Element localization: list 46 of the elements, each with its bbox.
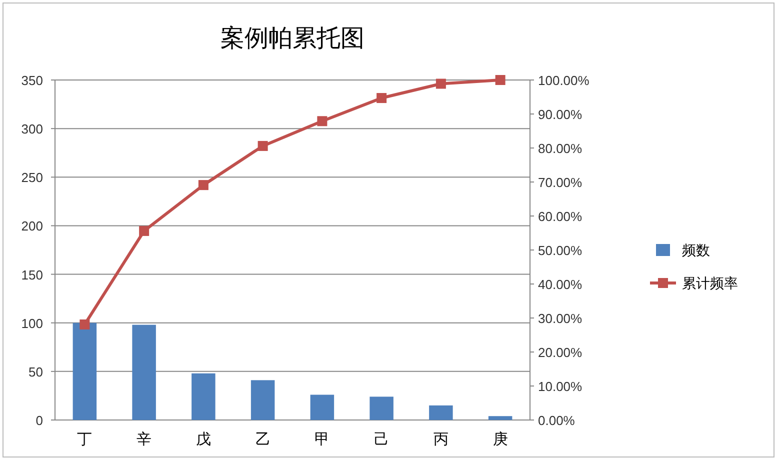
legend-label: 累计频率	[682, 275, 738, 291]
y-tick-label: 300	[21, 122, 43, 137]
x-tick-label: 甲	[314, 431, 330, 448]
x-tick-label: 乙	[255, 431, 270, 448]
x-tick-label: 辛	[136, 431, 152, 448]
point	[317, 116, 328, 126]
bar	[488, 416, 512, 420]
chart-title: 案例帕累托图	[220, 25, 364, 52]
point	[436, 78, 446, 89]
y2-tick-label: 0.00%	[538, 413, 576, 428]
y-tick-label: 150	[21, 267, 43, 282]
x-tick-label: 庚	[492, 431, 508, 448]
bar	[192, 373, 216, 420]
point	[198, 180, 208, 190]
bar	[370, 396, 394, 420]
y-tick-label: 250	[21, 170, 43, 186]
point	[376, 93, 387, 104]
y2-tick-label: 80.00%	[538, 141, 583, 156]
x-tick-label: 丁	[77, 431, 92, 448]
y2-tick-label: 70.00%	[538, 175, 583, 190]
point	[80, 319, 90, 330]
y2-tick-label: 90.00%	[538, 107, 583, 122]
y2-tick-label: 60.00%	[538, 209, 583, 224]
x-tick-label: 丙	[433, 431, 448, 448]
bar	[310, 394, 334, 420]
point	[495, 75, 506, 85]
bar	[250, 380, 275, 420]
y2-tick-label: 20.00%	[538, 345, 583, 360]
bar	[72, 322, 97, 420]
bar	[429, 405, 453, 420]
y2-tick-label: 50.00%	[538, 243, 583, 258]
point	[258, 140, 268, 151]
y-tick-label: 100	[21, 316, 43, 331]
y2-tick-label: 30.00%	[538, 311, 583, 326]
x-tick-label: 戊	[196, 431, 211, 448]
y-tick-label: 0	[36, 413, 43, 428]
x-tick-label: 己	[374, 431, 390, 448]
bar	[132, 324, 156, 420]
y-tick-label: 350	[21, 73, 43, 88]
legend-label: 频数	[682, 242, 710, 258]
y2-tick-label: 100.00%	[538, 73, 590, 88]
y-tick-label: 50	[28, 364, 43, 380]
y2-tick-label: 10.00%	[538, 379, 583, 394]
y-tick-label: 200	[21, 218, 43, 234]
y2-tick-label: 40.00%	[538, 277, 583, 292]
point	[139, 226, 150, 236]
